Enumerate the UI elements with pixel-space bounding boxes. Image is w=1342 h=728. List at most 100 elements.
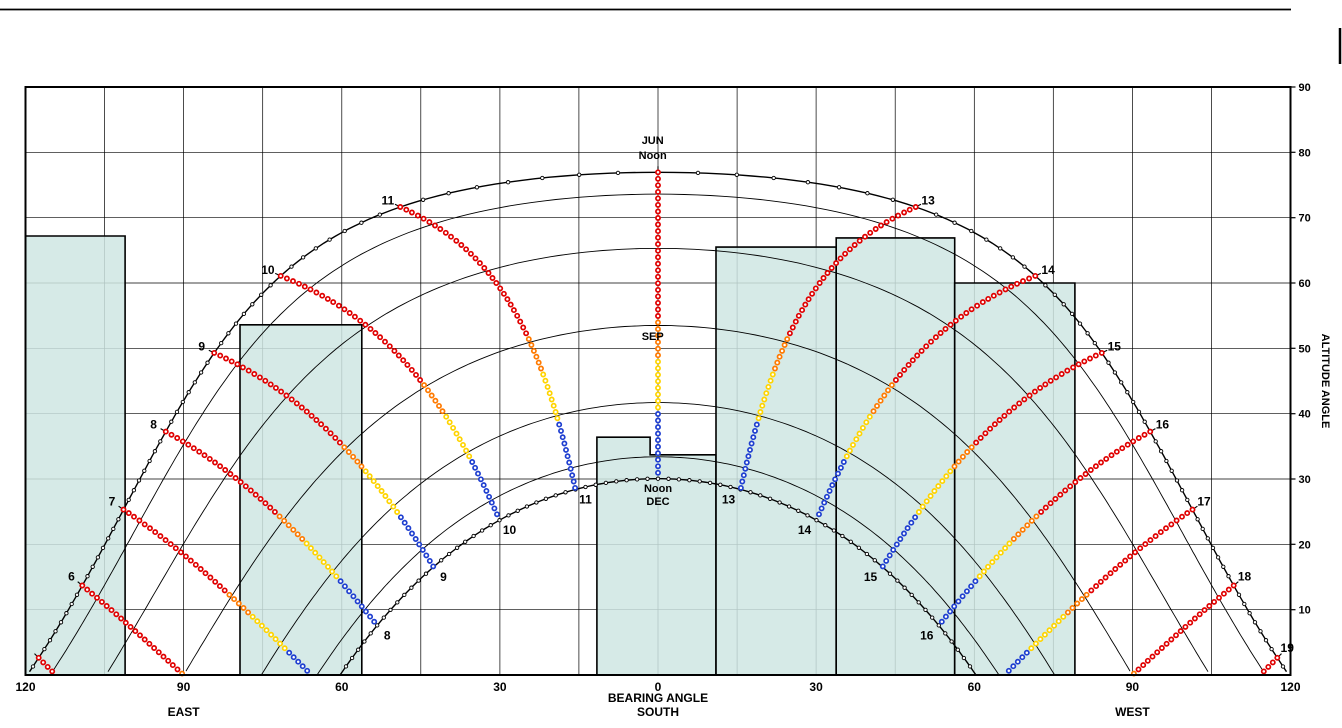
- sun-position-dot: [378, 488, 385, 494]
- arc-marker: [381, 615, 386, 620]
- sun-position-dot: [405, 525, 412, 532]
- arc-marker: [1158, 449, 1164, 454]
- sun-position-dot: [1046, 627, 1053, 634]
- arc-marker: [865, 191, 870, 196]
- arc-marker: [771, 175, 776, 181]
- sun-position-dot: [897, 371, 903, 378]
- sun-position-dot: [1206, 603, 1213, 609]
- sun-position-dot: [802, 301, 809, 308]
- sun-position-dot: [1173, 517, 1180, 524]
- sun-position-dot: [1087, 467, 1094, 473]
- sun-position-dot: [500, 290, 507, 297]
- sun-position-dot: [350, 453, 357, 460]
- arc-marker: [998, 246, 1003, 251]
- sun-position-dot: [786, 330, 793, 337]
- sun-position-dot: [168, 431, 175, 438]
- sun-position-dot: [477, 476, 484, 483]
- sun-position-dot: [151, 645, 158, 651]
- sun-position-dot: [453, 237, 460, 244]
- sun-position-dot: [517, 318, 524, 325]
- sun-position-dot: [341, 306, 348, 313]
- sun-position-dot: [832, 476, 839, 483]
- sun-position-dot: [747, 446, 753, 453]
- sun-position-dot: [1006, 540, 1013, 547]
- sun-position-dot: [1042, 381, 1049, 388]
- sun-position-dot: [872, 226, 879, 232]
- sun-position-dot: [125, 510, 132, 517]
- sun-position-dot: [1142, 541, 1149, 548]
- building-west-2: [835, 237, 956, 676]
- sun-position-dot: [821, 499, 828, 506]
- sun-position-dot: [463, 447, 470, 454]
- arc-marker: [226, 331, 231, 336]
- sun-position-dot: [197, 566, 204, 572]
- sun-position-dot: [421, 382, 428, 389]
- sun-position-dot: [655, 424, 661, 431]
- sun-position-dot: [655, 293, 661, 300]
- sun-position-dot: [169, 662, 176, 669]
- arc-marker: [1280, 664, 1286, 669]
- arc-marker: [887, 571, 893, 576]
- month-annotation: Noon: [639, 150, 667, 162]
- sun-position-dot: [141, 521, 148, 528]
- sun-position-dot: [494, 511, 500, 518]
- sun-position-dot: [833, 260, 840, 267]
- sun-position-dot: [968, 444, 975, 451]
- sun-position-dot: [1006, 408, 1013, 415]
- sun-position-dot: [859, 424, 866, 431]
- sun-position-dot: [968, 583, 975, 590]
- sun-position-dot: [242, 483, 249, 490]
- arc-marker: [416, 578, 421, 583]
- arc-marker: [577, 172, 582, 177]
- sun-position-dot: [846, 246, 853, 253]
- sun-position-dot: [235, 600, 242, 607]
- sun-position-dot: [897, 536, 904, 542]
- sun-position-dot: [1010, 535, 1017, 542]
- sun-position-dot: [655, 215, 661, 221]
- x-tick-label: 120: [1280, 680, 1300, 694]
- sun-position-dot: [103, 603, 110, 609]
- sun-position-dot: [358, 463, 365, 470]
- sun-position-dot: [510, 307, 517, 314]
- sun-position-dot: [863, 419, 870, 426]
- arc-marker: [1043, 283, 1048, 288]
- sun-position-dot: [655, 358, 661, 365]
- sun-position-dot: [336, 439, 343, 446]
- sun-position-dot: [781, 342, 788, 348]
- arc-marker: [409, 585, 414, 590]
- hour-label-inner: 10: [503, 523, 517, 537]
- sun-position-dot: [1225, 586, 1232, 593]
- sun-position-dot: [1075, 361, 1082, 368]
- arc-marker: [1125, 390, 1130, 395]
- sun-position-dot: [1028, 645, 1035, 652]
- arc-marker: [1077, 321, 1083, 326]
- sun-position-dot: [217, 463, 224, 470]
- arc-marker: [174, 409, 180, 415]
- sun-position-dot: [252, 491, 259, 498]
- sun-position-dot: [976, 573, 983, 580]
- sun-position-dot: [927, 493, 934, 499]
- sun-position-dot: [325, 563, 331, 570]
- sun-position-dot: [162, 428, 169, 435]
- arc-marker: [1052, 292, 1057, 297]
- sun-position-dot: [290, 278, 296, 285]
- sun-position-dot: [904, 525, 911, 532]
- sun-position-dot: [987, 425, 994, 432]
- arc-marker: [158, 439, 163, 444]
- arc-marker: [1112, 370, 1118, 375]
- sun-position-dot: [742, 465, 749, 472]
- arc-marker: [359, 220, 364, 225]
- sun-position-dot: [84, 586, 91, 593]
- sun-position-dot: [1033, 513, 1040, 520]
- arc-marker: [734, 172, 739, 177]
- sun-position-dot: [426, 219, 433, 226]
- arc-marker: [534, 500, 539, 505]
- sun-position-dot: [329, 568, 336, 575]
- hour-label-outer: 13: [921, 194, 935, 208]
- sun-position-dot: [866, 413, 873, 420]
- sun-position-dot: [1182, 623, 1189, 630]
- sun-position-dot: [942, 325, 949, 332]
- sun-position-dot: [182, 553, 189, 560]
- sun-position-dot: [939, 478, 946, 485]
- sun-position-dot: [370, 478, 377, 485]
